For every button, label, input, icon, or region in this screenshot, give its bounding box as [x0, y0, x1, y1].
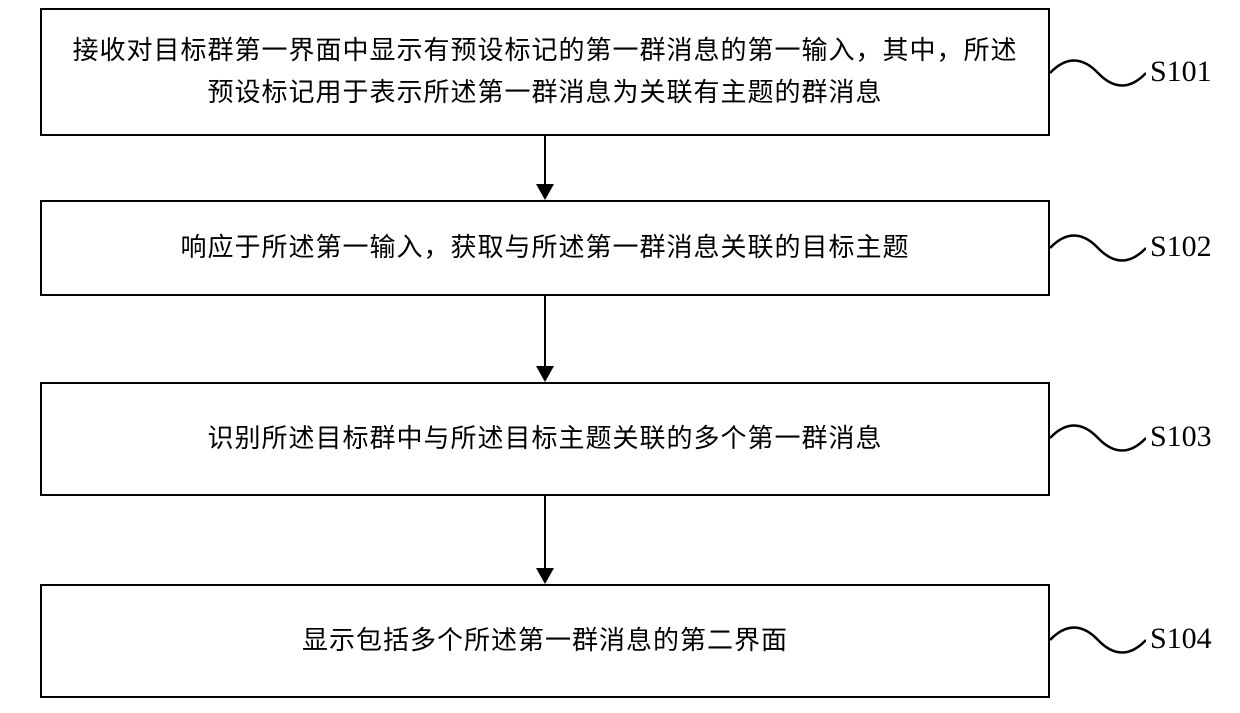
connector-s102 [1050, 225, 1146, 271]
arrow-s102-s103 [544, 296, 546, 368]
arrow-s101-s102 [544, 136, 546, 186]
step-text-s101: 接收对目标群第一界面中显示有预设标记的第一群消息的第一输入，其中，所述预设标记用… [62, 30, 1028, 113]
step-label-s103: S103 [1150, 420, 1212, 454]
step-box-s102: 响应于所述第一输入，获取与所述第一群消息关联的目标主题 [40, 200, 1050, 296]
arrow-head-s101-s102 [536, 184, 554, 200]
step-label-s102: S102 [1150, 230, 1212, 264]
flowchart-canvas: 接收对目标群第一界面中显示有预设标记的第一群消息的第一输入，其中，所述预设标记用… [0, 0, 1240, 713]
connector-s101 [1050, 50, 1146, 96]
connector-s103 [1050, 415, 1146, 461]
step-box-s101: 接收对目标群第一界面中显示有预设标记的第一群消息的第一输入，其中，所述预设标记用… [40, 8, 1050, 136]
arrow-head-s103-s104 [536, 568, 554, 584]
step-text-s102: 响应于所述第一输入，获取与所述第一群消息关联的目标主题 [180, 227, 909, 269]
arrow-head-s102-s103 [536, 366, 554, 382]
step-box-s103: 识别所述目标群中与所述目标主题关联的多个第一群消息 [40, 382, 1050, 496]
step-text-s104: 显示包括多个所述第一群消息的第二界面 [302, 620, 788, 662]
step-text-s103: 识别所述目标群中与所述目标主题关联的多个第一群消息 [207, 418, 882, 460]
step-label-s104: S104 [1150, 622, 1212, 656]
arrow-s103-s104 [544, 496, 546, 570]
step-label-s101: S101 [1150, 55, 1212, 89]
step-box-s104: 显示包括多个所述第一群消息的第二界面 [40, 584, 1050, 698]
connector-s104 [1050, 617, 1146, 663]
